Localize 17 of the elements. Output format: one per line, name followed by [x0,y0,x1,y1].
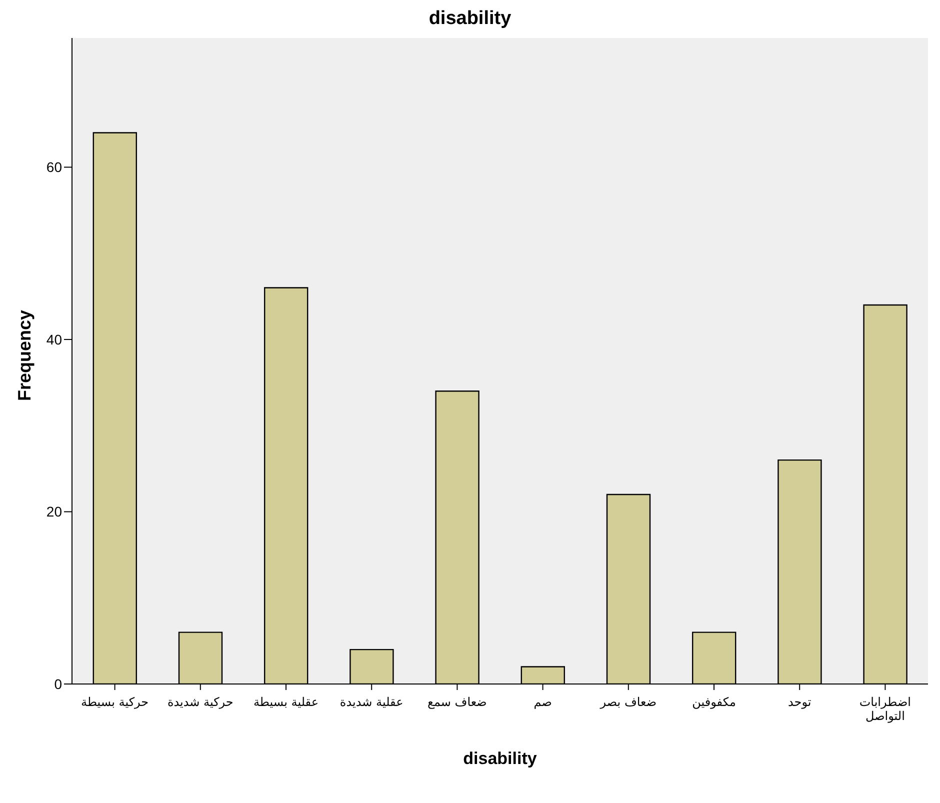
chart-title: disability [428,8,512,31]
y-tick-label: 20 [46,504,62,520]
x-tick-label: ضعاف سمع [428,695,487,709]
x-tick-label: صم [534,695,552,709]
x-tick-label: حركية شديدة [167,695,234,709]
x-tick-label: عقلية شديدة [340,695,404,709]
x-tick-label: عقلية بسيطة [253,695,319,709]
y-tick-label: 60 [46,159,62,176]
y-tick-label: 40 [46,331,62,348]
x-tick-label: حركية بسيطة [81,695,149,709]
x-tick-label: مكفوفين [692,695,736,709]
x-tick-label: اضطرابات التواصل [859,695,912,723]
x-tick-label: ضعاف بصر [599,695,657,709]
y-axis-title: Frequency [14,310,34,401]
x-tick-label: توحد [788,695,812,709]
y-tick-label: 0 [54,676,62,692]
x-axis-title: disability [463,749,538,768]
